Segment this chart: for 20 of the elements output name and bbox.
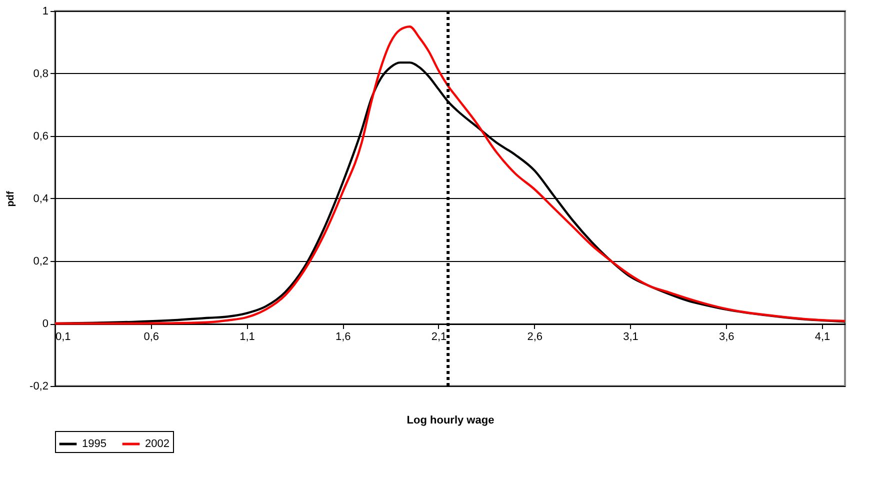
x-axis-title: Log hourly wage (406, 414, 494, 426)
legend-label: 1995 (82, 438, 106, 450)
y-axis-title: pdf (6, 190, 17, 207)
x-tick-label: 3,6 (718, 331, 734, 343)
x-tick-label: 2,6 (527, 331, 543, 343)
y-tick-label: -0,2 (30, 380, 48, 392)
x-tick-label: 1,1 (240, 331, 255, 343)
y-tick-label: 1 (42, 6, 48, 18)
x-tick-label: 2,1 (431, 331, 447, 343)
y-tick-label: 0,8 (33, 68, 48, 80)
legend-label: 2002 (145, 438, 170, 450)
x-tick-label: 1,6 (335, 331, 351, 343)
y-tick-label: 0 (42, 318, 48, 330)
x-tick-label: 4,1 (814, 331, 830, 343)
x-tick-label: 0,6 (144, 331, 160, 343)
x-tick-label: 3,1 (623, 331, 638, 343)
y-tick-label: 0,6 (33, 130, 48, 142)
y-tick-label: 0,2 (33, 256, 48, 268)
y-tick-label: 0,4 (33, 193, 48, 205)
x-tick-label: 0,1 (56, 331, 71, 343)
